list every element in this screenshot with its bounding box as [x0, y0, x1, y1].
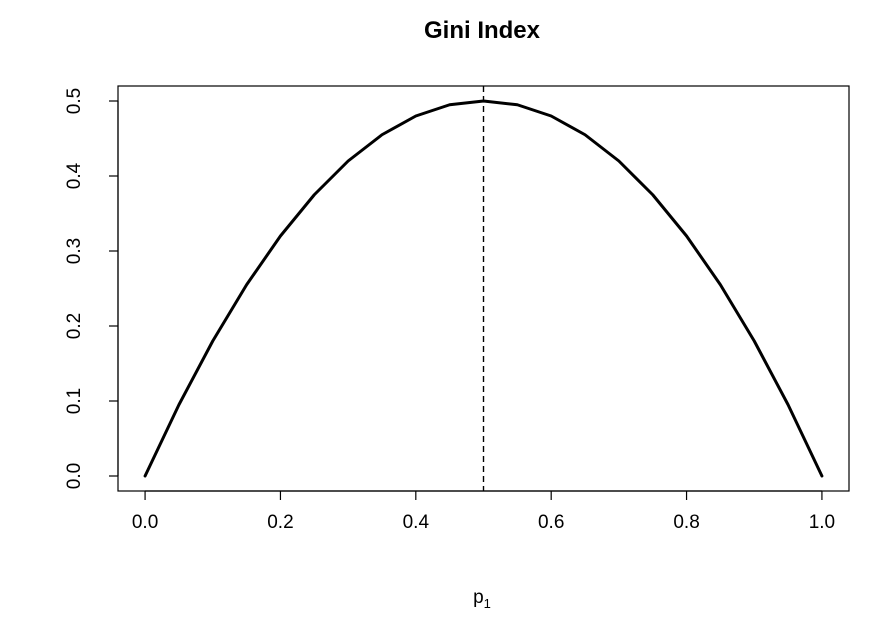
x-tick-label: 0.6 [538, 512, 564, 533]
x-axis: 0.0 0.2 0.4 0.6 0.8 1.0 [132, 490, 835, 533]
y-axis: 0.0 0.1 0.2 0.3 0.4 0.5 [64, 88, 119, 489]
x-axis-label-main: p [473, 587, 484, 608]
y-tick-label: 0.1 [64, 388, 85, 414]
x-axis-label: p1 [473, 587, 491, 611]
y-tick-label: 0.4 [64, 162, 85, 189]
x-tick-label: 0.4 [403, 512, 430, 533]
y-tick-label: 0.3 [64, 238, 85, 264]
chart-title: Gini Index [424, 17, 541, 44]
x-tick-label: 0.8 [673, 512, 699, 533]
x-tick-label: 1.0 [809, 512, 835, 533]
y-tick-label: 0.2 [64, 313, 85, 339]
y-tick-label: 0.0 [64, 463, 85, 489]
y-tick-label: 0.5 [64, 88, 85, 114]
gini-curve [143, 99, 824, 478]
x-tick-label: 0.0 [132, 512, 158, 533]
x-axis-label-subscript: 1 [484, 596, 491, 611]
x-tick-label: 0.2 [267, 512, 293, 533]
